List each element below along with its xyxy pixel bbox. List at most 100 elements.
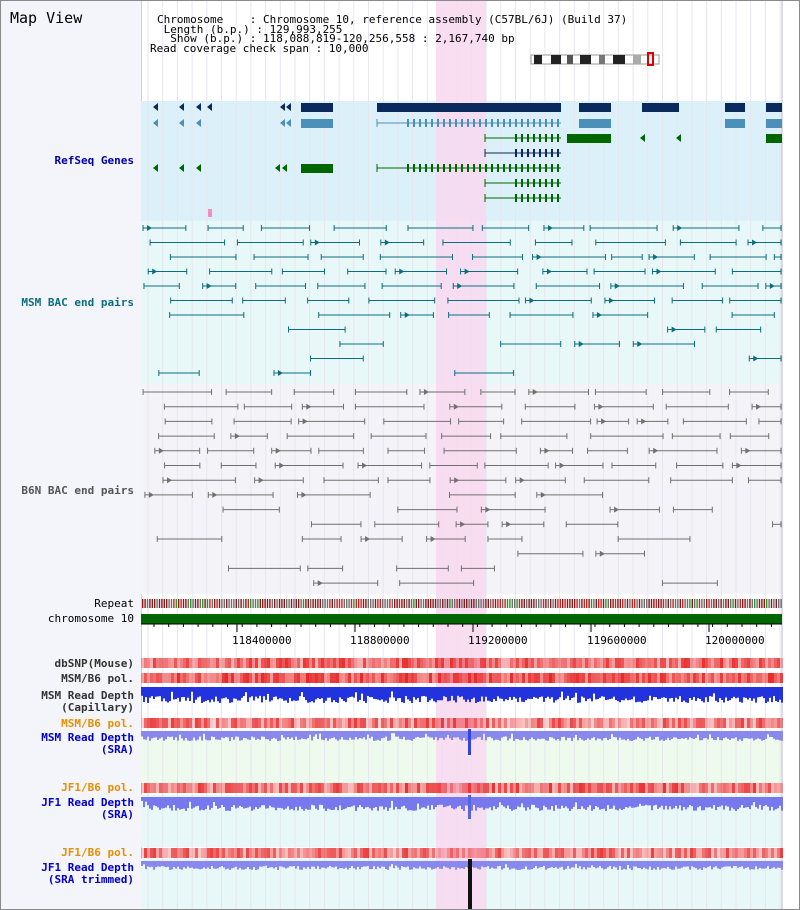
depth-bar (235, 687, 237, 699)
depth-bar (247, 731, 249, 740)
depth-bar (761, 861, 763, 869)
depth-bar (563, 731, 565, 737)
depth-bar (629, 731, 631, 741)
depth-bar (631, 731, 633, 741)
repeat-element (482, 599, 485, 608)
depth-bar (469, 687, 471, 703)
depth-bar (509, 797, 511, 809)
depth-bar (435, 687, 437, 703)
depth-bar (531, 797, 533, 805)
heatmap-cell (774, 848, 777, 858)
depth-bar (753, 797, 755, 803)
depth-bar (711, 797, 713, 809)
depth-bar (709, 861, 711, 867)
depth-bar (543, 797, 545, 806)
depth-bar (433, 797, 435, 810)
bac-arrow (206, 283, 212, 289)
depth-bar (205, 687, 207, 701)
heatmap-cell (663, 658, 666, 668)
depth-bar (567, 731, 569, 738)
gene-exon-marker (280, 119, 285, 127)
repeat-element (254, 599, 257, 608)
bac-arrow (519, 477, 525, 484)
heatmap-cell (276, 718, 279, 728)
depth-bar (581, 797, 583, 807)
heatmap-cell (249, 848, 252, 858)
depth-bar (553, 731, 555, 739)
heatmap-cell (294, 783, 297, 793)
heatmap-cell (477, 848, 480, 858)
depth-bar (659, 861, 661, 870)
depth-bar (149, 731, 151, 741)
depth-bar (521, 861, 523, 870)
selection-highlight[interactable] (436, 1, 486, 909)
depth-bar (729, 861, 731, 867)
heatmap-cell (261, 658, 264, 668)
depth-bar (203, 687, 205, 702)
repeat-element (211, 599, 213, 608)
heatmap-cell (141, 658, 144, 668)
depth-bar (517, 797, 519, 807)
depth-bar (765, 687, 767, 703)
depth-bar (705, 861, 707, 869)
heatmap-cell (228, 673, 231, 683)
heatmap-cell (714, 673, 717, 683)
b6n-bac-track[interactable] (142, 389, 782, 587)
heatmap-cell (561, 658, 564, 668)
depth-bar (763, 731, 765, 741)
heatmap-cell (309, 673, 312, 683)
heatmap-tracks[interactable] (141, 658, 783, 858)
depth-bar (665, 731, 667, 740)
repeat-element (154, 599, 156, 608)
depth-bar (743, 797, 745, 809)
gene-exon (419, 119, 421, 127)
heatmap-cell (372, 673, 375, 683)
chromosome-ideogram[interactable] (530, 52, 660, 66)
heatmap-cell (258, 658, 261, 668)
depth-bar (327, 861, 329, 868)
repeat-element (458, 599, 461, 608)
depth-bar (309, 797, 311, 810)
depth-bar (421, 861, 423, 869)
read-depth-tracks[interactable] (141, 687, 783, 909)
depth-bar (519, 797, 521, 808)
heatmap-cell (474, 673, 477, 683)
depth-bar (145, 687, 147, 698)
heatmap-cell (330, 658, 333, 668)
repeat-element (362, 599, 365, 608)
heatmap-cell (747, 718, 750, 728)
repeat-element (437, 599, 439, 608)
heatmap-cell (441, 658, 444, 668)
heatmap-cell (726, 783, 729, 793)
depth-bar (717, 861, 719, 869)
depth-bar (493, 861, 495, 869)
depth-bar (383, 687, 385, 702)
depth-bar (421, 797, 423, 808)
depth-bar (153, 797, 155, 806)
depth-bar (219, 797, 221, 808)
heatmap-cell (720, 848, 723, 858)
refseq-genes-track[interactable] (153, 103, 782, 217)
heatmap-cell (615, 848, 618, 858)
repeat-element (499, 599, 501, 608)
depth-bar (651, 861, 653, 870)
msm-bac-track[interactable] (142, 225, 782, 376)
heatmap-cell (726, 673, 729, 683)
depth-bar (439, 861, 441, 869)
repeat-track[interactable] (142, 599, 782, 608)
chromosome-bar[interactable] (141, 614, 782, 624)
repeat-element (595, 599, 597, 608)
heatmap-cell (279, 658, 282, 668)
depth-bar (499, 687, 501, 699)
heatmap-cell (252, 848, 255, 858)
depth-bar (669, 861, 671, 869)
repeat-element (420, 599, 422, 608)
depth-bar (411, 797, 413, 811)
repeat-element (290, 599, 293, 608)
heatmap-cell (291, 848, 294, 858)
heatmap-cell (315, 718, 318, 728)
heatmap-cell (615, 718, 618, 728)
heatmap-cell (750, 673, 753, 683)
